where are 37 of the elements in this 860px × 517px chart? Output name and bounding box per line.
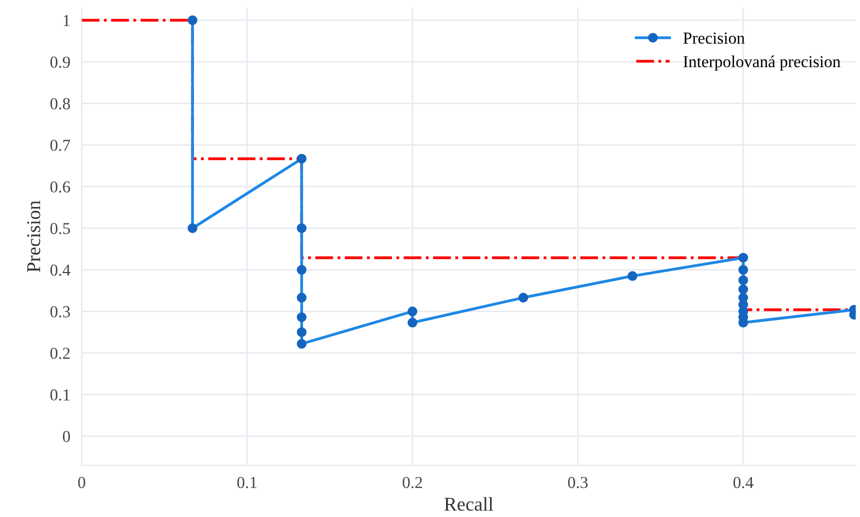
point xyxy=(738,275,748,286)
point xyxy=(408,306,418,316)
y-tick-label: 0 xyxy=(62,430,70,442)
point xyxy=(738,264,748,275)
y-tick-label: 0.7 xyxy=(50,140,70,152)
point xyxy=(296,264,307,275)
point xyxy=(188,223,198,234)
point xyxy=(296,292,307,303)
point xyxy=(296,223,307,234)
y-tick-label: 0.1 xyxy=(50,389,70,401)
point xyxy=(296,338,307,349)
point xyxy=(296,154,307,164)
y-tick-label: 0.4 xyxy=(50,264,70,276)
x-tick-label: 0.1 xyxy=(237,476,256,488)
y-tick-label: 1 xyxy=(64,15,70,26)
point xyxy=(188,15,198,26)
y-axis-title: Precision xyxy=(27,200,40,272)
y-tick-label: 0.2 xyxy=(50,348,70,360)
point xyxy=(296,327,307,338)
y-tick-label: 0.6 xyxy=(50,181,70,193)
point xyxy=(296,312,307,322)
point xyxy=(628,271,638,281)
point xyxy=(738,284,748,294)
y-tick-label: 0.8 xyxy=(50,98,70,110)
x-tick-label: 0 xyxy=(78,476,86,488)
point xyxy=(518,292,528,303)
legend-label: Interpolovaná precision xyxy=(683,56,840,71)
point xyxy=(738,252,748,263)
x-tick-label: 0.4 xyxy=(733,476,754,488)
point xyxy=(408,318,418,328)
x-axis-title: Recall xyxy=(444,497,494,511)
x-tick-label: 0.3 xyxy=(568,476,588,488)
x-tick-label: 0.2 xyxy=(402,476,422,488)
legend-label: Precision xyxy=(683,32,745,44)
y-tick-label: 0.9 xyxy=(50,56,70,68)
y-tick-label: 0.5 xyxy=(50,222,70,234)
y-tick-label: 0.3 xyxy=(50,306,70,318)
